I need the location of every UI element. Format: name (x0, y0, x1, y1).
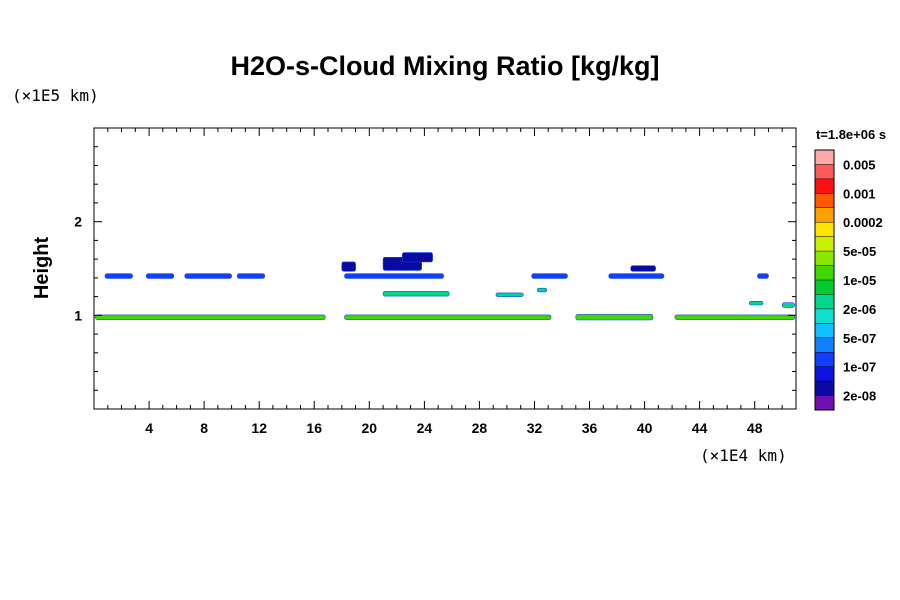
colorbar-label: 2e-06 (843, 302, 876, 317)
colorbar-swatch (815, 352, 834, 367)
cloud-feature (781, 302, 795, 308)
colorbar-label: 2e-08 (843, 389, 876, 404)
y-tick-labels: 12 (74, 214, 82, 324)
x-tick-label: 4 (145, 420, 153, 436)
y-tick-label: 2 (74, 214, 82, 230)
cloud-feature (575, 314, 654, 321)
colorbar-label: 5e-05 (843, 244, 876, 259)
cloud-feature (608, 273, 665, 279)
cloud-feature (674, 314, 796, 320)
colorbar-swatch (815, 207, 834, 223)
colorbar-label: 5e-07 (843, 331, 876, 346)
cloud-feature (495, 292, 524, 297)
chart-title: H2O-s-Cloud Mixing Ratio [kg/kg] (231, 51, 660, 81)
cloud-feature (382, 291, 450, 297)
x-tick-label: 20 (362, 420, 378, 436)
x-tick-label: 36 (582, 420, 598, 436)
cloud-feature (531, 273, 568, 279)
colorbar-swatch (815, 265, 834, 281)
colorbar-swatch (815, 178, 834, 194)
colorbar-swatch (815, 366, 834, 382)
colorbar-label: 1e-07 (843, 360, 876, 375)
colorbar (814, 149, 835, 411)
y-axis-label: Height (31, 237, 53, 300)
colorbar-swatch (815, 395, 834, 411)
cloud-feature (757, 273, 769, 279)
x-tick-label: 12 (251, 420, 267, 436)
x-tick-label: 8 (200, 420, 208, 436)
plot-frame (93, 127, 797, 410)
x-tick-label: 28 (472, 420, 488, 436)
y-unit-label: (×1E5 km) (12, 86, 99, 105)
colorbar-swatch (815, 308, 834, 324)
cloud-feature (401, 252, 433, 263)
colorbar-labels: 0.005 0.001 0.0002 5e-05 1e-05 2e-06 5e-07 1e-0… (843, 157, 883, 403)
cloud-feature (146, 273, 175, 279)
cloud-feature (236, 273, 265, 279)
x-tick-label: 16 (306, 420, 322, 436)
x-unit-label: (×1E4 km) (700, 446, 787, 465)
colorbar-swatch (815, 323, 834, 339)
x-tick-labels: 4 8 12 16 20 24 28 32 36 40 44 48 (145, 420, 762, 436)
colorbar-label: 1e-05 (843, 273, 876, 288)
colorbar-swatch (815, 280, 834, 295)
cloud-feature (341, 261, 356, 272)
cloud-feature (344, 273, 444, 279)
colorbar-swatch (815, 337, 834, 353)
cloud-feature (95, 314, 326, 320)
x-tick-label: 44 (692, 420, 708, 436)
colorbar-swatch (815, 381, 834, 396)
time-label: t=1.8e+06 s (816, 127, 886, 142)
plot-area (95, 252, 796, 321)
x-tick-label: 48 (747, 420, 763, 436)
colorbar-frame (814, 149, 835, 411)
colorbar-label: 0.0002 (843, 215, 883, 230)
colorbar-swatch (815, 251, 834, 266)
colorbar-swatch (815, 150, 834, 165)
cloud-feature (536, 287, 548, 293)
colorbar-swatch (815, 294, 834, 310)
x-tick-label: 24 (417, 420, 433, 436)
x-tick-label: 32 (527, 420, 543, 436)
colorbar-swatch (815, 193, 834, 209)
colorbar-label: 0.005 (843, 157, 876, 172)
colorbar-swatch (815, 236, 834, 252)
cloud-feature (344, 314, 552, 320)
cloud-feature (184, 273, 232, 279)
x-tick-label: 40 (637, 420, 653, 436)
colorbar-swatch (815, 222, 834, 237)
axis-ticks (94, 128, 796, 409)
cloud-feature (104, 273, 133, 279)
cloud-feature (748, 300, 764, 306)
y-tick-label: 1 (74, 307, 82, 323)
colorbar-label: 0.001 (843, 186, 876, 201)
cloud-feature (630, 265, 656, 272)
colorbar-swatch (815, 164, 834, 180)
